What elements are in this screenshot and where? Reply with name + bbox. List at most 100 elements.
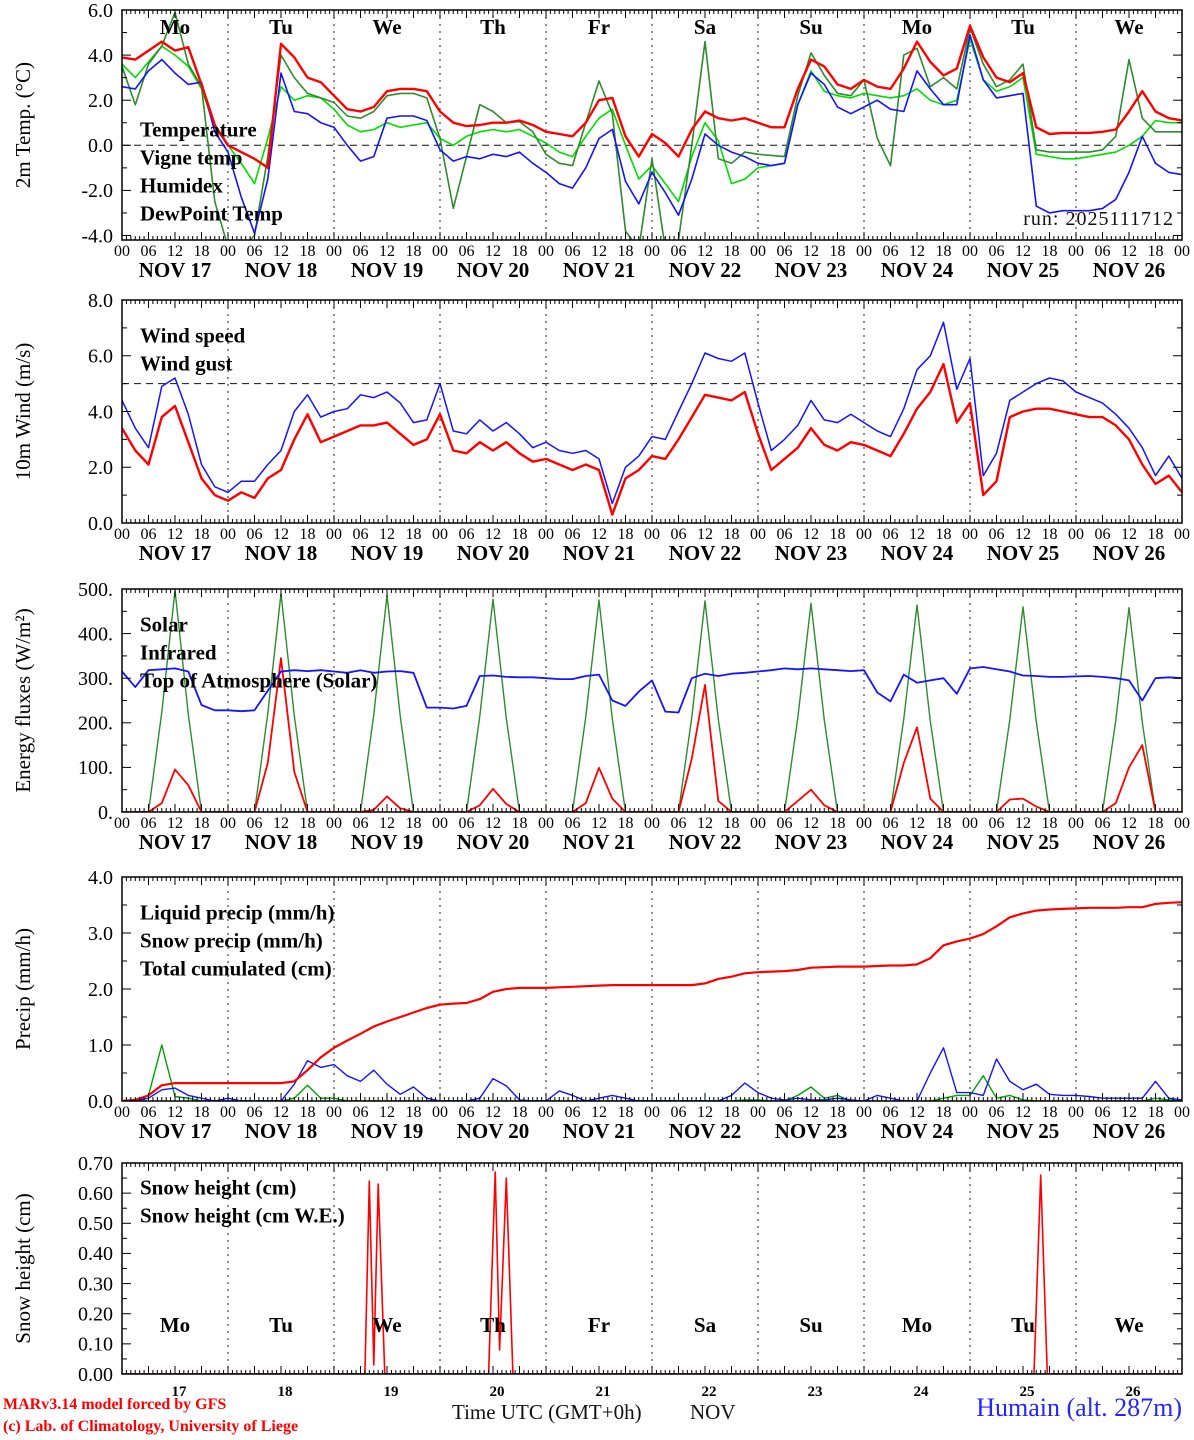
legend-total-cumulated-cm-: Total cumulated (cm) bbox=[140, 957, 332, 981]
hour-tick-label: 00 bbox=[644, 815, 660, 832]
y-tick-label: -2.0 bbox=[81, 180, 113, 202]
date-label: NOV 20 bbox=[457, 541, 530, 565]
hour-tick-label: 12 bbox=[273, 1104, 289, 1121]
date-label: NOV 26 bbox=[1093, 258, 1166, 282]
hour-tick-label: 12 bbox=[591, 1104, 607, 1121]
hour-tick-label: 06 bbox=[777, 243, 793, 260]
legend-wind-gust: Wind gust bbox=[140, 351, 232, 375]
y-tick-label: 0.0 bbox=[88, 1091, 113, 1113]
y-tick-label: 2.0 bbox=[88, 90, 113, 112]
day-name-label: Tu bbox=[269, 15, 293, 39]
vigne-temp-line bbox=[122, 11, 1182, 240]
hour-tick-label: 12 bbox=[273, 526, 289, 543]
hour-tick-label: 00 bbox=[432, 815, 448, 832]
hour-tick-label: 06 bbox=[671, 243, 687, 260]
day-name-label: Tu bbox=[1011, 15, 1035, 39]
hour-tick-label: 18 bbox=[300, 815, 316, 832]
day-name-label: We bbox=[372, 15, 401, 39]
day-name-label: Th bbox=[480, 1313, 506, 1337]
hour-tick-label: 12 bbox=[167, 1104, 183, 1121]
hour-tick-label: 00 bbox=[856, 815, 872, 832]
day-number-label: 18 bbox=[278, 1384, 293, 1400]
hour-tick-label: 12 bbox=[485, 526, 501, 543]
hour-tick-label: 18 bbox=[194, 243, 210, 260]
hour-tick-label: 18 bbox=[936, 243, 952, 260]
day-number-label: 19 bbox=[384, 1384, 399, 1400]
hour-tick-label: 18 bbox=[618, 815, 634, 832]
hour-tick-label: 18 bbox=[512, 1104, 528, 1121]
hour-tick-label: 06 bbox=[141, 243, 157, 260]
hour-tick-label: 00 bbox=[962, 526, 978, 543]
hour-tick-label: 06 bbox=[989, 1104, 1005, 1121]
hour-tick-label: 00 bbox=[432, 243, 448, 260]
hour-tick-label: 06 bbox=[1095, 1104, 1111, 1121]
legend-top-of-atmosphere-solar-: Top of Atmosphere (Solar) bbox=[140, 668, 377, 692]
hour-tick-label: 06 bbox=[671, 1104, 687, 1121]
hour-tick-label: 12 bbox=[697, 815, 713, 832]
day-name-label: Su bbox=[799, 1313, 823, 1337]
hour-tick-label: 06 bbox=[141, 1104, 157, 1121]
legend-wind-speed: Wind speed bbox=[140, 323, 246, 347]
y-tick-label: 2.0 bbox=[88, 979, 113, 1001]
hour-tick-label: 00 bbox=[856, 526, 872, 543]
hour-tick-label: 12 bbox=[273, 243, 289, 260]
hour-tick-label: 06 bbox=[353, 1104, 369, 1121]
hour-tick-label: 12 bbox=[379, 526, 395, 543]
hour-tick-label: 12 bbox=[909, 526, 925, 543]
hour-tick-label: 00 bbox=[750, 815, 766, 832]
legend-infrared: Infrared bbox=[140, 640, 217, 664]
y-tick-label: 0.10 bbox=[78, 1334, 113, 1356]
day-number-label: 20 bbox=[490, 1384, 505, 1400]
hour-tick-label: 06 bbox=[353, 243, 369, 260]
hour-tick-label: 00 bbox=[644, 526, 660, 543]
date-label: NOV 22 bbox=[669, 258, 742, 282]
y-tick-label: 4.0 bbox=[88, 45, 113, 67]
hour-tick-label: 06 bbox=[671, 815, 687, 832]
legend-vigne-temp: Vigne temp bbox=[140, 146, 242, 170]
hour-tick-label: 00 bbox=[114, 815, 130, 832]
hour-tick-label: 18 bbox=[512, 526, 528, 543]
y-tick-label: 0.40 bbox=[78, 1243, 113, 1265]
hour-tick-label: 12 bbox=[697, 1104, 713, 1121]
day-name-label: Mo bbox=[160, 15, 190, 39]
temperature-line bbox=[122, 24, 1182, 170]
hour-tick-label: 00 bbox=[326, 526, 342, 543]
hour-tick-label: 00 bbox=[432, 1104, 448, 1121]
legend-snow-height-cm-: Snow height (cm) bbox=[140, 1176, 296, 1200]
date-label: NOV 21 bbox=[563, 541, 636, 565]
y-tick-label: 2.0 bbox=[88, 457, 113, 479]
date-label: NOV 24 bbox=[881, 830, 954, 854]
hour-tick-label: 18 bbox=[194, 815, 210, 832]
panel-2m-temp-c-: 6.0 4.0 2.0 0.0 -2.0 -4.0 2m Temp. (°C) 00 06 12 1… bbox=[11, 0, 1190, 282]
legend-snow-height-cm-w-e-: Snow height (cm W.E.) bbox=[140, 1204, 345, 1228]
day-name-label: Fr bbox=[588, 15, 610, 39]
hour-tick-label: 06 bbox=[883, 815, 899, 832]
date-label: NOV 17 bbox=[139, 830, 212, 854]
hour-tick-label: 12 bbox=[1015, 1104, 1031, 1121]
y-tick-label: 4.0 bbox=[88, 401, 113, 423]
wind-speed-line bbox=[122, 362, 1182, 516]
panel-snow-height-cm-: 0.70 0.60 0.50 0.40 0.30 0.20 0.10 0.00 Snow hei… bbox=[11, 1153, 1183, 1400]
day-name-label: Th bbox=[480, 15, 506, 39]
y-axis-title: 10m Wind (m/s) bbox=[11, 343, 35, 481]
date-label: NOV 19 bbox=[351, 258, 424, 282]
legend-liquid-precip-mm-h-: Liquid precip (mm/h) bbox=[140, 901, 334, 925]
hour-tick-label: 06 bbox=[989, 526, 1005, 543]
hour-tick-label: 18 bbox=[1042, 815, 1058, 832]
hour-tick-label: 12 bbox=[379, 243, 395, 260]
day-name-label: Fr bbox=[588, 1313, 610, 1337]
hour-tick-label: 00 bbox=[644, 1104, 660, 1121]
date-label: NOV 19 bbox=[351, 1119, 424, 1143]
hour-tick-label: 00 bbox=[1174, 1104, 1190, 1121]
date-label: NOV 20 bbox=[457, 830, 530, 854]
hour-tick-label: 00 bbox=[750, 526, 766, 543]
panel-energy-fluxes-w-m-: 500. 400. 300. 200. 100. 0. Energy fluxes (W/m… bbox=[11, 579, 1190, 854]
hour-tick-label: 00 bbox=[432, 526, 448, 543]
date-label: NOV 25 bbox=[987, 1119, 1060, 1143]
y-tick-label: 6.0 bbox=[88, 346, 113, 368]
day-name-label: Su bbox=[799, 15, 823, 39]
date-label: NOV 25 bbox=[987, 830, 1060, 854]
hour-tick-label: 12 bbox=[167, 243, 183, 260]
day-name-label: Mo bbox=[160, 1313, 190, 1337]
hour-tick-label: 18 bbox=[300, 526, 316, 543]
